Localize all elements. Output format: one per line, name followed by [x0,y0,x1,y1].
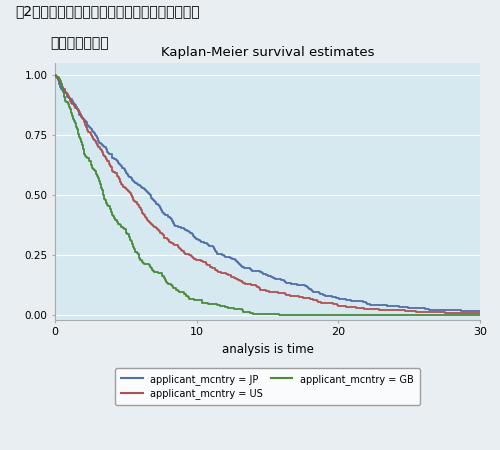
Text: 図2　論文の創出から最初の物質特許による利用: 図2 論文の創出から最初の物質特許による利用 [15,4,200,18]
Legend: applicant_mcntry = JP, applicant_mcntry = US, applicant_mcntry = GB: applicant_mcntry = JP, applicant_mcntry … [116,368,420,405]
Title: Kaplan-Meier survival estimates: Kaplan-Meier survival estimates [161,46,374,59]
Text: までの引用ラグ: までの引用ラグ [50,36,108,50]
X-axis label: analysis is time: analysis is time [222,343,314,356]
